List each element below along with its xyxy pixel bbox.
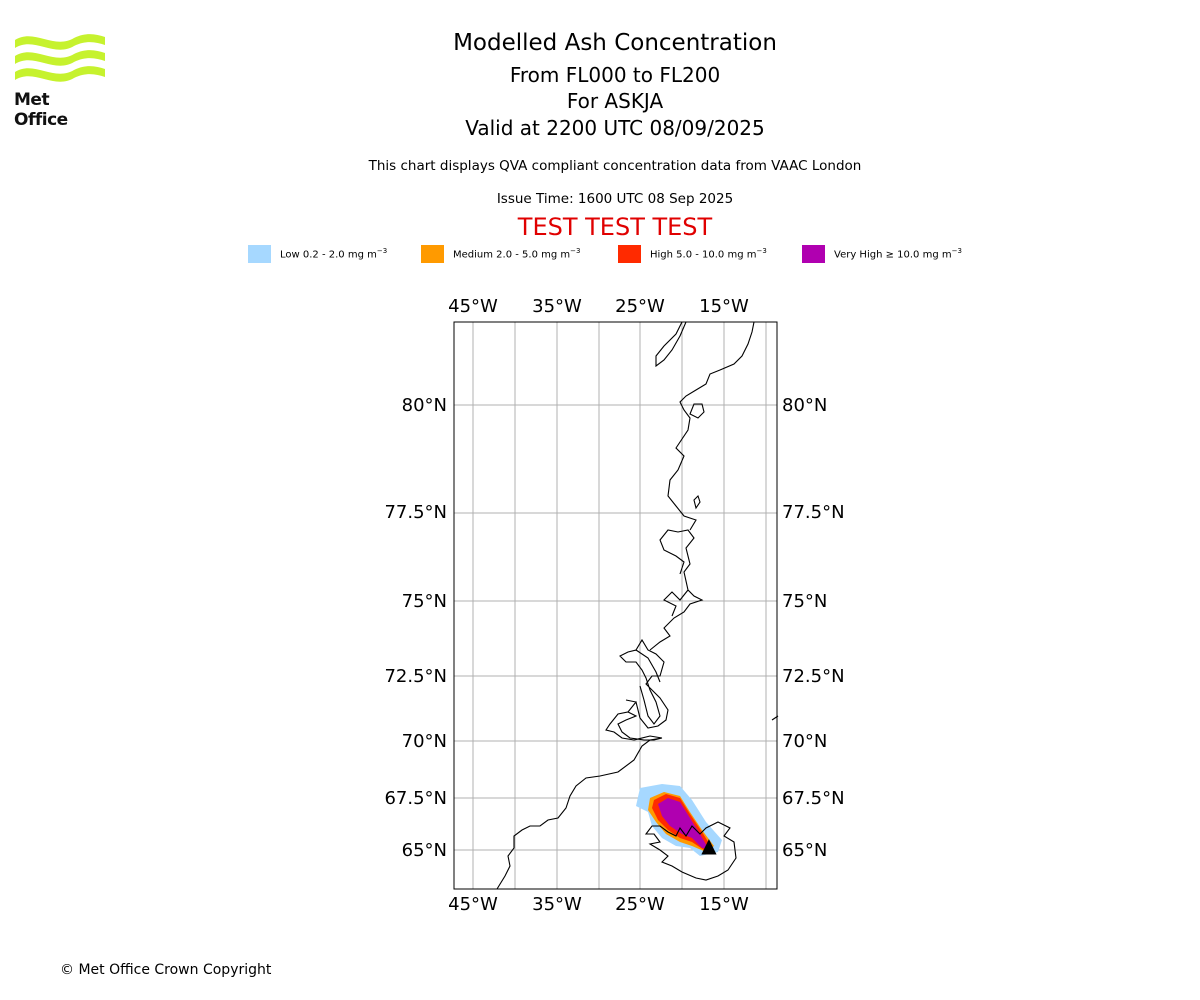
legend-label-medium: Medium 2.0 - 5.0 mg m−3 bbox=[453, 247, 581, 261]
legend-item-medium: Medium 2.0 - 5.0 mg m−3 bbox=[421, 244, 580, 264]
lat-label-right-70n: 70°N bbox=[782, 731, 827, 752]
lat-label-left-77-5n: 77.5°N bbox=[384, 502, 447, 523]
lat-label-right-75n: 75°N bbox=[782, 591, 827, 612]
lat-label-left-75n: 75°N bbox=[402, 591, 447, 612]
lon-label-bottom-35w: 35°W bbox=[532, 894, 582, 915]
lon-label-bottom-45w: 45°W bbox=[448, 894, 498, 915]
legend-swatch-medium bbox=[421, 245, 444, 263]
legend-item-low: Low 0.2 - 2.0 mg m−3 bbox=[248, 244, 387, 264]
legend-item-very-high: Very High ≥ 10.0 mg m−3 bbox=[802, 244, 962, 264]
logo-wordmark: Met Office bbox=[14, 90, 68, 130]
test-banner: TEST TEST TEST bbox=[517, 213, 713, 241]
compliance-note: This chart displays QVA compliant concen… bbox=[368, 158, 862, 174]
lat-label-left-72-5n: 72.5°N bbox=[384, 666, 447, 687]
lon-label-top-45w: 45°W bbox=[448, 296, 498, 317]
copyright-notice: © Met Office Crown Copyright bbox=[60, 962, 272, 978]
lat-label-left-70n: 70°N bbox=[402, 731, 447, 752]
graticule bbox=[454, 322, 777, 889]
lat-label-left-67-5n: 67.5°N bbox=[384, 788, 447, 809]
valid-time: Valid at 2200 UTC 08/09/2025 bbox=[465, 116, 765, 140]
lat-label-right-77-5n: 77.5°N bbox=[782, 502, 845, 523]
legend-label-very-high: Very High ≥ 10.0 mg m−3 bbox=[834, 247, 962, 261]
lat-label-right-65n: 65°N bbox=[782, 840, 827, 861]
flight-level-range: From FL000 to FL200 bbox=[509, 63, 721, 87]
lon-label-top-15w: 15°W bbox=[699, 296, 749, 317]
lat-label-right-67-5n: 67.5°N bbox=[782, 788, 845, 809]
lat-label-right-72-5n: 72.5°N bbox=[782, 666, 845, 687]
issue-time: Issue Time: 1600 UTC 08 Sep 2025 bbox=[496, 191, 734, 207]
legend-item-high: High 5.0 - 10.0 mg m−3 bbox=[618, 244, 767, 264]
ash-plume bbox=[636, 784, 722, 856]
volcano-marker: ▲ bbox=[701, 833, 717, 857]
coastline bbox=[496, 321, 779, 890]
legend-label-high: High 5.0 - 10.0 mg m−3 bbox=[650, 247, 767, 261]
lon-label-bottom-15w: 15°W bbox=[699, 894, 749, 915]
volcano-name: For ASKJA bbox=[566, 89, 664, 113]
legend-label-low: Low 0.2 - 2.0 mg m−3 bbox=[280, 247, 388, 261]
map-frame bbox=[453, 321, 778, 890]
lon-label-top-25w: 25°W bbox=[615, 296, 665, 317]
lon-label-top-35w: 35°W bbox=[532, 296, 582, 317]
legend: Low 0.2 - 2.0 mg m−3 Medium 2.0 - 5.0 mg… bbox=[0, 244, 1200, 264]
met-office-logo: Met Office bbox=[14, 30, 106, 130]
lat-label-left-80n: 80°N bbox=[402, 395, 447, 416]
greenland-coast bbox=[496, 321, 755, 890]
lat-label-right-80n: 80°N bbox=[782, 395, 827, 416]
iceland-coast bbox=[644, 821, 737, 881]
legend-swatch-low bbox=[248, 245, 271, 263]
lon-label-bottom-25w: 25°W bbox=[615, 894, 665, 915]
legend-swatch-very-high bbox=[802, 245, 825, 263]
lat-label-left-65n: 65°N bbox=[402, 840, 447, 861]
met-office-waves-icon bbox=[15, 34, 105, 82]
ash-very-high-area bbox=[658, 798, 708, 848]
legend-swatch-high bbox=[618, 245, 641, 263]
chart-title: Modelled Ash Concentration bbox=[453, 30, 777, 56]
